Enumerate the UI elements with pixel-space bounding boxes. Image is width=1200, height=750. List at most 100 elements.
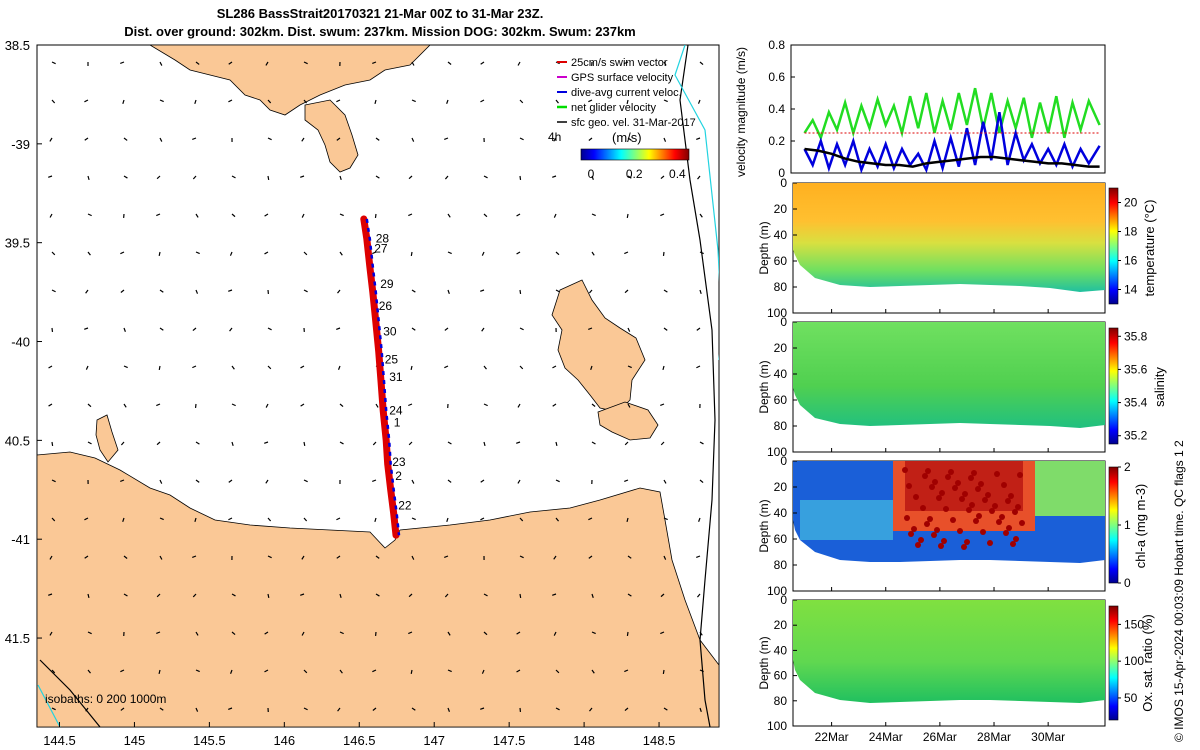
current-vector <box>123 555 128 559</box>
chart-title-line2: Dist. over ground: 302km. Dist. swum: 23… <box>124 24 636 39</box>
current-vector <box>122 99 125 105</box>
current-vector <box>303 289 308 293</box>
current-vector <box>372 479 377 483</box>
chla-speckle <box>927 516 933 522</box>
current-vector <box>480 517 485 521</box>
current-vector <box>483 593 488 597</box>
chla-speckle <box>950 517 956 523</box>
current-vector <box>519 555 524 559</box>
chla-speckle <box>992 503 998 509</box>
chla-speckle <box>913 494 919 500</box>
current-vector <box>336 555 341 559</box>
colorbar-tick-label: 50 <box>1124 691 1138 705</box>
current-vector <box>411 707 416 711</box>
current-vector <box>49 555 53 560</box>
current-vector <box>301 213 305 218</box>
current-vector <box>519 327 524 331</box>
chla-speckle <box>943 506 949 512</box>
chla-speckle <box>906 483 912 489</box>
current-vector <box>697 175 701 180</box>
legend-label-sfc-geo-vel: sfc geo. vel. 31-Mar-2017 <box>571 117 696 129</box>
current-vector <box>444 593 449 598</box>
current-vector <box>699 213 703 218</box>
current-vector <box>195 213 199 218</box>
chla-speckle <box>945 474 951 480</box>
current-vector <box>120 669 125 673</box>
current-vector <box>555 707 560 711</box>
velocity-ytick-label: 0.4 <box>768 102 785 116</box>
current-vector <box>264 441 269 444</box>
current-vector <box>195 289 199 294</box>
current-vector <box>483 403 488 407</box>
current-vector <box>303 99 308 104</box>
current-vector <box>483 441 486 447</box>
depth-tick-label: 80 <box>774 280 788 294</box>
current-vector <box>192 175 197 180</box>
current-vector <box>303 707 308 711</box>
current-vector <box>192 555 197 559</box>
colorbar-tick-label: 20 <box>1124 196 1138 210</box>
current-vector <box>228 99 233 103</box>
current-vector <box>267 175 270 181</box>
chla-speckle <box>948 469 954 475</box>
chla-east-region <box>1035 461 1105 516</box>
current-vector <box>516 213 521 217</box>
current-vector <box>553 137 557 142</box>
legend-label-gps-velocity: GPS surface velocity <box>571 72 674 84</box>
current-vector <box>663 99 668 103</box>
depth-tick-label: 40 <box>774 506 788 520</box>
current-vector <box>696 555 701 558</box>
current-vector <box>588 289 593 294</box>
current-vector <box>120 441 125 446</box>
current-vector <box>408 403 413 407</box>
depth-tick-label: 0 <box>780 593 787 607</box>
current-vector <box>444 555 449 558</box>
velocity-series <box>803 87 1101 174</box>
chla-speckle <box>976 513 982 519</box>
current-vector <box>231 593 236 597</box>
coast-victoria <box>149 45 431 116</box>
current-vector <box>48 175 53 178</box>
current-vector <box>627 403 631 408</box>
salinity-colorbar <box>1108 327 1119 445</box>
current-vector <box>372 441 377 446</box>
current-vector <box>159 555 163 560</box>
oxygen-colorbar <box>1108 605 1119 721</box>
current-vector <box>300 365 305 369</box>
current-vector <box>195 441 200 445</box>
current-vector <box>339 593 342 599</box>
current-vector <box>411 479 415 484</box>
current-vector <box>447 631 451 636</box>
current-vector <box>336 137 341 141</box>
imos-credit-note: © IMOS 15-Apr-2024 00:03:09 Hobart time.… <box>1172 440 1186 742</box>
current-vector <box>519 289 522 295</box>
current-vector <box>555 669 560 674</box>
velocity-series-line <box>804 147 1100 168</box>
oxygen-axes: 0 20 40 60 80 100 22Mar 24Mar 26Mar 28Mar 30Mar <box>767 593 1065 744</box>
current-vector <box>264 213 269 217</box>
current-vector <box>480 61 485 65</box>
current-vector <box>662 669 665 675</box>
chla-speckle <box>1008 493 1014 499</box>
current-vector <box>660 175 665 180</box>
current-vector <box>483 175 488 179</box>
current-vector <box>411 517 416 521</box>
current-vector <box>555 441 558 447</box>
current-vector <box>192 593 197 598</box>
current-vector <box>339 669 343 674</box>
map-xtick-label: 144.5 <box>43 733 76 748</box>
depth-tick-label: 60 <box>774 669 788 683</box>
current-vector <box>552 175 557 178</box>
track-blue-line <box>365 218 401 536</box>
current-vector <box>159 99 164 103</box>
current-vector <box>662 365 665 371</box>
current-vector <box>480 479 485 483</box>
day-label: 30 <box>383 325 397 339</box>
current-vector <box>51 289 56 293</box>
current-vector <box>123 137 128 141</box>
current-vector <box>156 403 161 407</box>
colorbar-tick-label: 0 <box>588 167 595 181</box>
chla-speckle <box>1010 541 1016 547</box>
day-label: 29 <box>380 277 394 291</box>
